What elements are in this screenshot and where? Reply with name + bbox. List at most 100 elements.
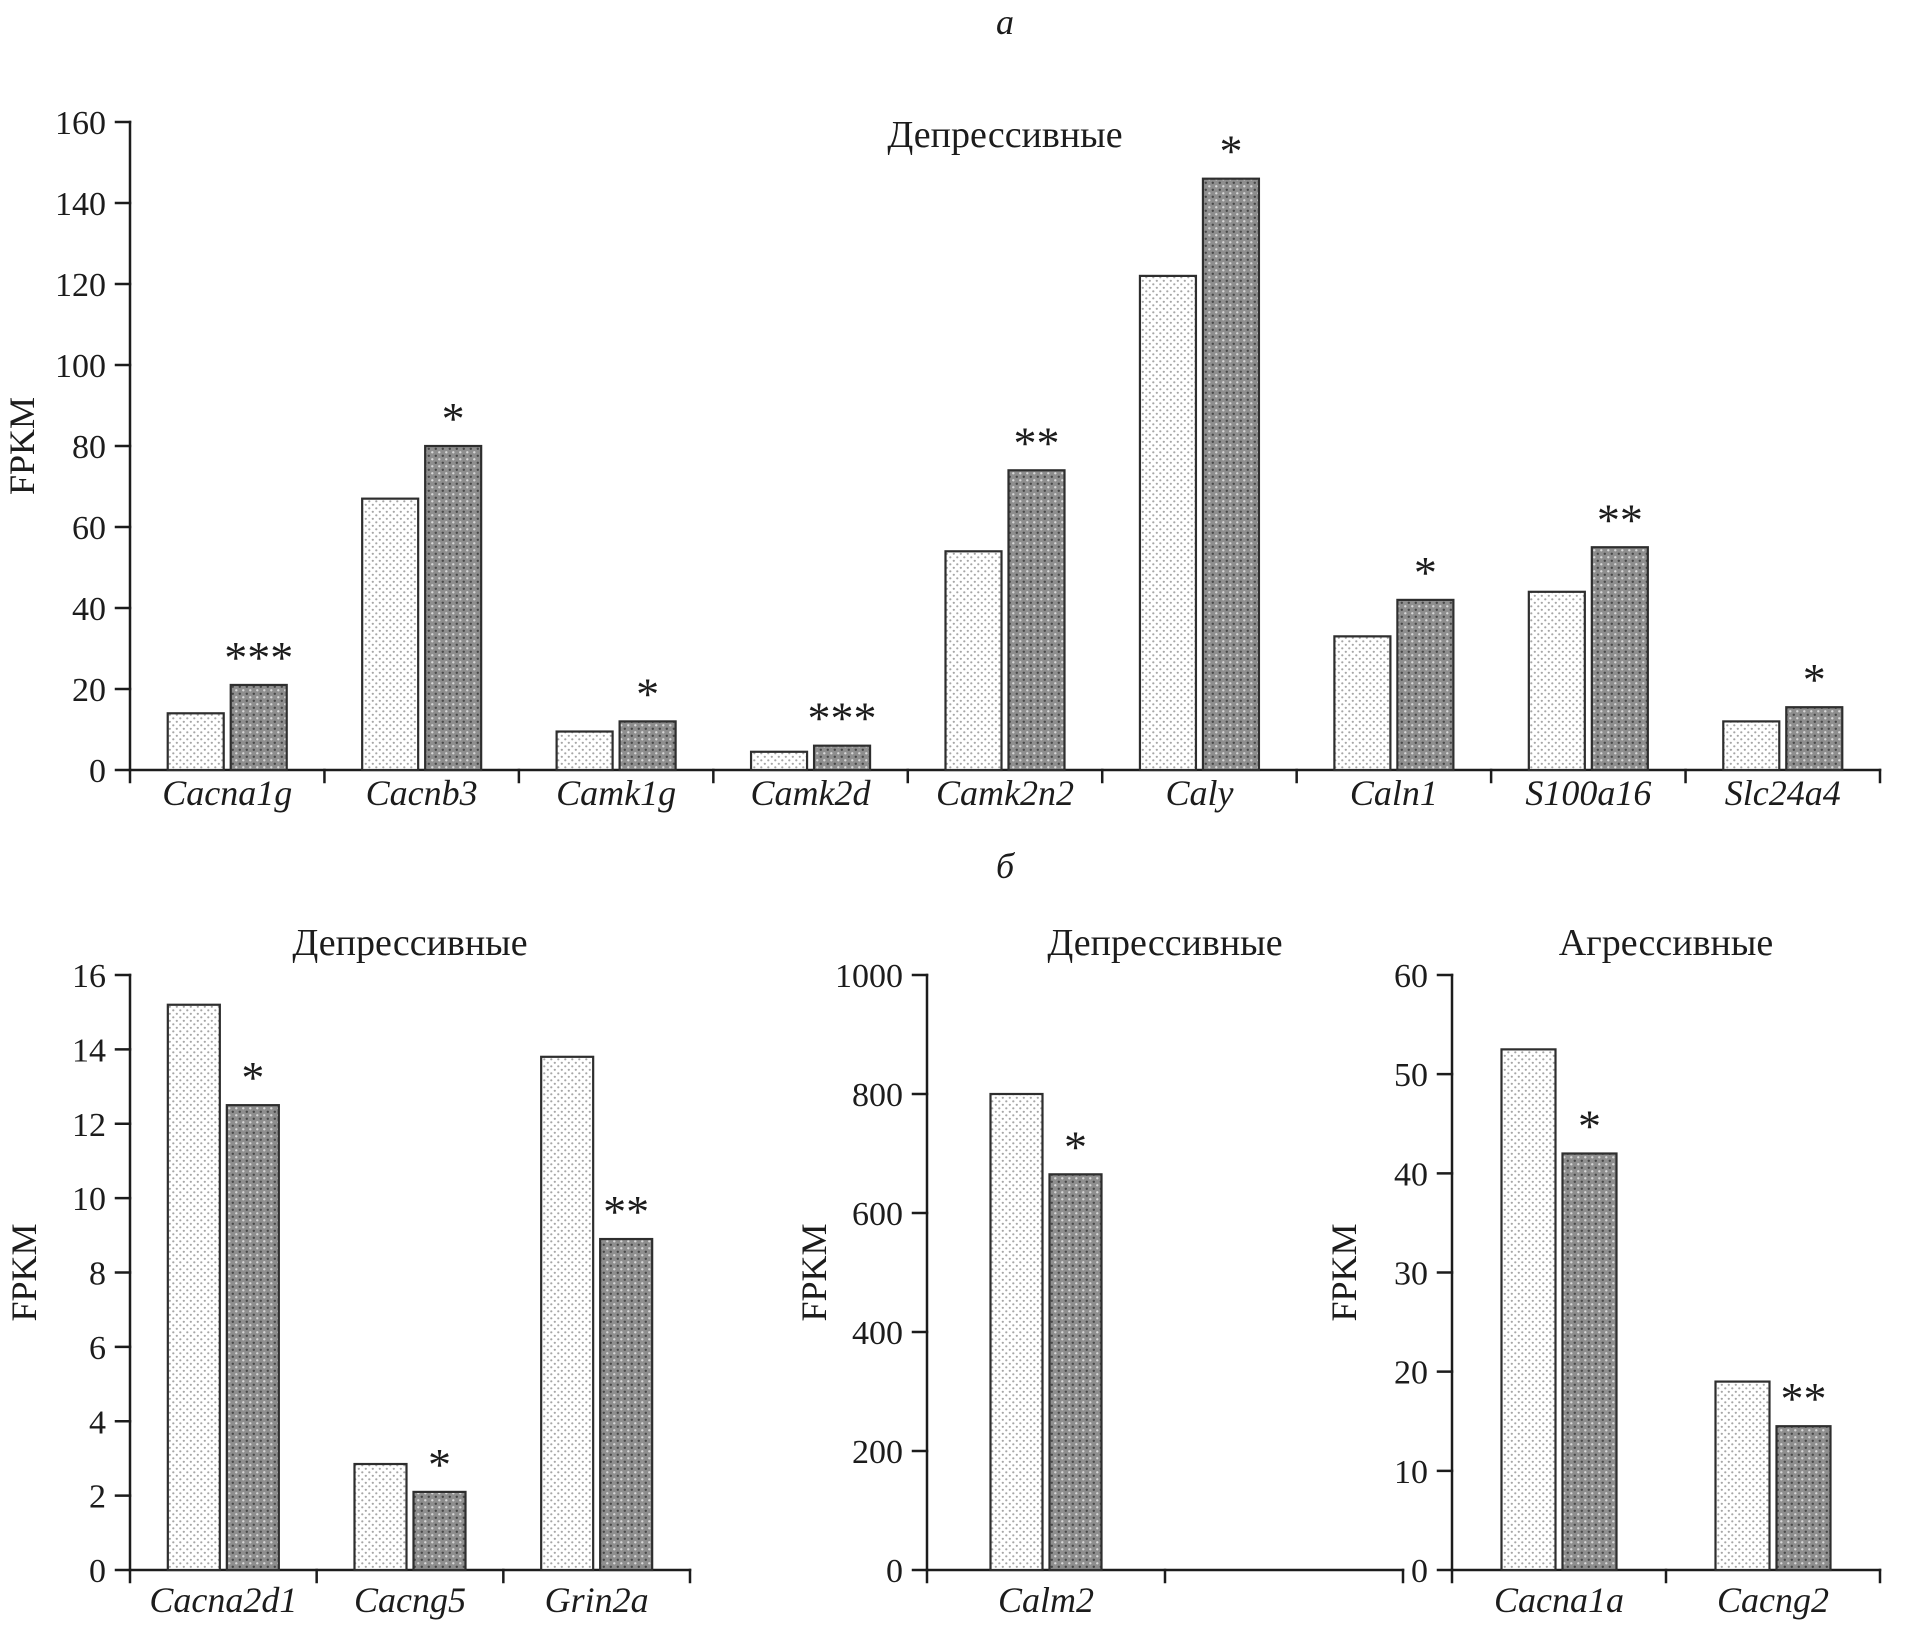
bar-light-Cacng2	[1714, 1380, 1771, 1572]
panel-b-label: б	[995, 846, 1015, 886]
significance-stars-Grin2a: **	[603, 1186, 649, 1237]
chart-title: Депрессивные	[887, 114, 1122, 156]
y-tick-label: 16	[72, 958, 106, 995]
y-tick-label: 1000	[835, 958, 903, 995]
bar-light-S100a16	[1527, 590, 1586, 772]
bar-light-Grin2a	[540, 1055, 595, 1572]
y-tick-label: 0	[1411, 1553, 1428, 1590]
significance-stars-Cacna1g: ***	[224, 632, 293, 683]
y-tick-label: 8	[89, 1256, 106, 1293]
y-tick-label: 10	[72, 1181, 106, 1218]
y-axis-title: FPKM	[1324, 1223, 1364, 1321]
bar-dark-Caln1	[1396, 598, 1455, 772]
bar-dark-Cacng2	[1775, 1425, 1832, 1572]
category-label-Cacna1a: Cacna1a	[1494, 1580, 1624, 1620]
y-tick-label: 160	[55, 105, 106, 142]
y-tick-label: 800	[852, 1077, 903, 1114]
chart-panel-b-depressive-calm2: 0 200 400 600 800 1000 FPKM Депрессивные * Calm2	[794, 922, 1405, 1620]
bar-light-Camk2n2	[944, 550, 1003, 772]
bar-dark-Cacnb3	[424, 444, 483, 772]
bar-dark-Cacna2d1	[225, 1104, 280, 1572]
bar-dark-Calm2	[1048, 1173, 1103, 1572]
significance-stars-Camk2n2: **	[1014, 417, 1060, 468]
bar-dark-Camk1g	[618, 720, 677, 772]
y-tick-label: 20	[1394, 1355, 1428, 1392]
category-label-Calm2: Calm2	[998, 1580, 1094, 1620]
y-tick-label: 60	[1394, 958, 1428, 995]
bar-dark-Camk2n2	[1007, 469, 1066, 772]
category-label-Caly: Caly	[1165, 773, 1233, 813]
bar-dark-Cacna1a	[1561, 1152, 1618, 1572]
bar-dark-Caly	[1201, 177, 1261, 772]
y-tick-label: 6	[89, 1330, 106, 1367]
bar-light-Cacng5	[353, 1462, 408, 1572]
category-label-S100a16: S100a16	[1525, 773, 1651, 813]
bar-light-Slc24a4	[1722, 720, 1781, 772]
bar-light-Caln1	[1333, 635, 1392, 772]
y-tick-label: 12	[72, 1107, 106, 1144]
bar-dark-S100a16	[1590, 546, 1649, 772]
significance-stars-Camk2d: ***	[808, 693, 877, 744]
chart-title: Агрессивные	[1559, 922, 1774, 964]
chart-panel-b-depressive-left: 0 2 4 6 8 10 12 14 16 FPKM Депрессивные * Cacna2d1 * C…	[4, 922, 692, 1620]
category-label-Camk1g: Camk1g	[556, 773, 676, 813]
category-label-Cacnb3: Cacnb3	[366, 773, 478, 813]
y-axis-title: FPKM	[794, 1223, 834, 1321]
y-tick-label: 0	[886, 1553, 903, 1590]
y-tick-label: 60	[72, 510, 106, 547]
bar-light-Cacna2d1	[166, 1003, 221, 1572]
y-tick-label: 400	[852, 1315, 903, 1352]
significance-stars-Cacnb3: *	[442, 393, 465, 444]
chart-panel-b-aggressive: 0 10 20 30 40 50 60 FPKM Агрессивные * Cacna1a ** Ca…	[1324, 922, 1882, 1620]
significance-stars-Cacna1a: *	[1578, 1101, 1601, 1152]
y-tick-label: 140	[55, 186, 106, 223]
significance-stars-Caly: *	[1219, 126, 1242, 177]
bar-dark-Camk2d	[812, 744, 872, 772]
category-label-Caln1: Caln1	[1350, 773, 1438, 813]
category-label-Cacna1g: Cacna1g	[162, 773, 292, 813]
y-tick-label: 120	[55, 267, 106, 304]
significance-stars-Slc24a4: *	[1803, 654, 1826, 705]
y-tick-label: 14	[72, 1032, 106, 1069]
y-tick-label: 200	[852, 1434, 903, 1471]
y-tick-label: 10	[1394, 1454, 1428, 1491]
category-label-Grin2a: Grin2a	[545, 1580, 649, 1620]
chart-panel-a-depressive: 020406080100120140160FPKMДепрессивные***…	[2, 105, 1882, 813]
y-axis-title: FPKM	[4, 1223, 44, 1321]
y-tick-label: 30	[1394, 1256, 1428, 1293]
bar-light-Cacnb3	[361, 497, 420, 772]
category-label-Camk2d: Camk2d	[751, 773, 872, 813]
significance-stars-S100a16: **	[1597, 494, 1643, 545]
y-tick-label: 100	[55, 348, 106, 385]
significance-stars-Caln1: *	[1414, 547, 1437, 598]
significance-stars-Cacng2: **	[1781, 1373, 1827, 1424]
bar-light-Cacna1a	[1500, 1048, 1557, 1572]
panel-a-label: а	[996, 2, 1014, 42]
chart-title: Депрессивные	[1047, 922, 1282, 964]
y-axis-title: FPKM	[2, 397, 42, 495]
significance-stars-Cacng5: *	[428, 1439, 451, 1490]
y-tick-label: 0	[89, 1553, 106, 1590]
y-tick-label: 50	[1394, 1057, 1428, 1094]
category-label-Cacng2: Cacng2	[1717, 1580, 1829, 1620]
bar-dark-Cacna1g	[229, 683, 288, 772]
bar-dark-Cacng5	[412, 1490, 467, 1572]
y-tick-label: 80	[72, 429, 106, 466]
bar-light-Caly	[1138, 274, 1198, 772]
y-tick-label: 20	[72, 672, 106, 709]
bar-dark-Slc24a4	[1785, 706, 1844, 772]
category-label-Camk2n2: Camk2n2	[936, 773, 1074, 813]
significance-stars-Calm2: *	[1064, 1121, 1087, 1172]
y-tick-label: 0	[89, 753, 106, 790]
y-tick-label: 40	[1394, 1156, 1428, 1193]
chart-title: Депрессивные	[292, 922, 527, 964]
bar-dark-Grin2a	[599, 1237, 654, 1572]
category-label-Slc24a4: Slc24a4	[1725, 773, 1841, 813]
y-tick-label: 2	[89, 1479, 106, 1516]
significance-stars-Cacna2d1: *	[241, 1052, 264, 1103]
y-tick-label: 600	[852, 1196, 903, 1233]
bar-light-Camk2d	[749, 750, 809, 772]
bar-light-Calm2	[989, 1092, 1044, 1572]
category-label-Cacng5: Cacng5	[354, 1580, 466, 1620]
